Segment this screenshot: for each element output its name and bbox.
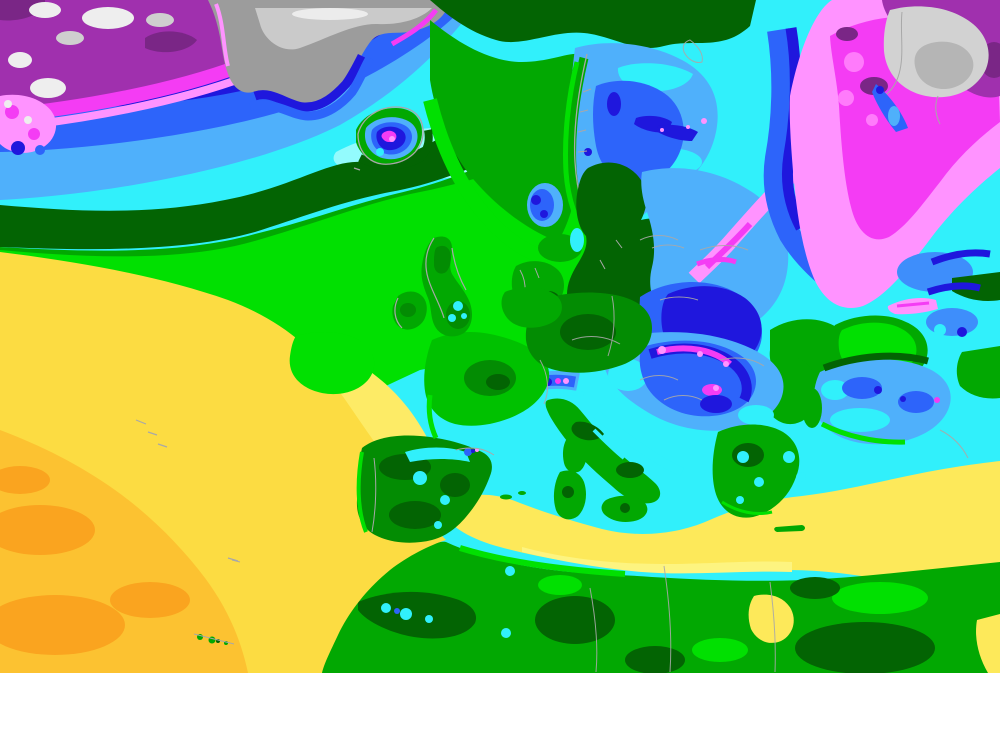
greece — [712, 424, 806, 532]
balkans — [601, 332, 784, 431]
mediterranean — [446, 410, 1000, 591]
italy — [545, 398, 661, 522]
north-africa — [312, 541, 1000, 673]
british-isles — [392, 236, 472, 337]
iceland — [356, 106, 433, 170]
iberia — [356, 435, 526, 543]
western-europe — [424, 287, 652, 440]
russia-cold-region — [789, 0, 1000, 308]
map-footer: Temperature (2m) [°C] ECMWF Mo 10-02-202… — [0, 673, 1000, 733]
atlantic-islands — [193, 167, 361, 645]
country-borders — [539, 39, 969, 673]
temperature-map — [0, 0, 1000, 673]
greenland — [208, 0, 450, 121]
